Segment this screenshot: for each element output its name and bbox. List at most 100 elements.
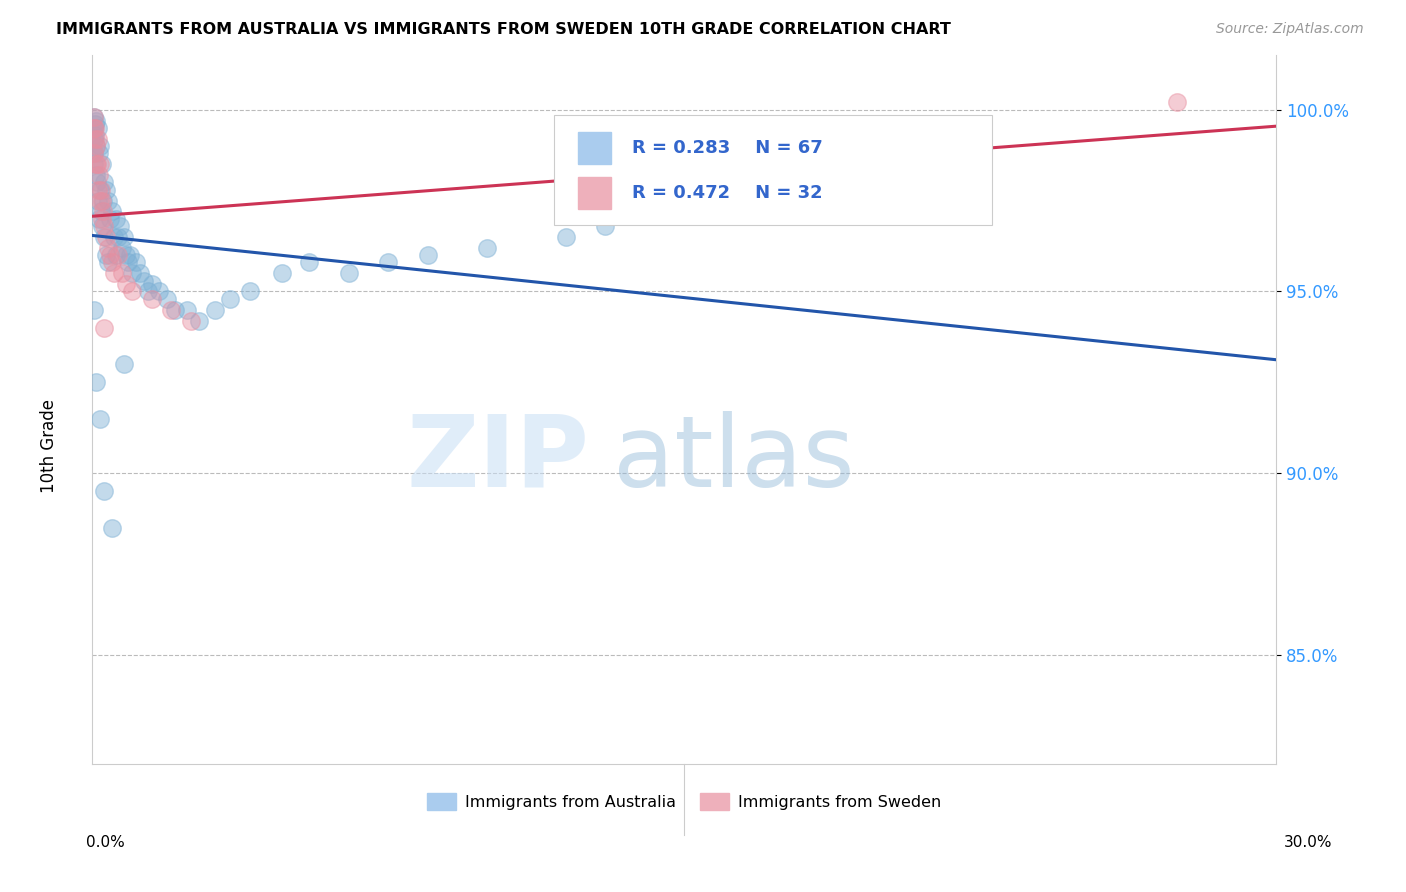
Point [93,321,115,335]
Point [89,139,111,153]
Point [107,248,129,262]
Point [97,241,120,255]
Text: 30.0%: 30.0% [1284,836,1331,850]
Point [176,302,198,317]
Point [93,230,115,244]
Point [90,183,112,197]
Point [93,175,115,189]
Point [87,183,110,197]
Point [94,230,117,244]
Text: 10th Grade: 10th Grade [41,399,58,493]
Point [93,204,115,219]
Point [111,266,134,280]
Text: ZIP: ZIP [406,411,589,508]
Point [148,285,170,299]
Point [141,292,163,306]
Point [121,266,143,280]
Point [554,230,576,244]
Point [165,302,187,317]
Point [83,302,105,317]
Point [132,274,155,288]
Point [105,211,128,226]
Point [118,248,141,262]
Point [89,183,111,197]
Point [108,219,131,233]
Point [107,230,129,244]
Point [87,120,110,135]
Point [83,146,105,161]
Point [83,146,105,161]
Point [83,120,105,135]
Point [239,285,262,299]
Point [136,285,159,299]
Point [101,204,124,219]
Point [84,132,107,146]
Text: R = 0.472    N = 32: R = 0.472 N = 32 [633,185,823,202]
Point [93,194,115,208]
Point [595,219,617,233]
Point [84,113,107,128]
Point [83,120,105,135]
Point [89,168,111,182]
Point [89,157,111,171]
Point [115,277,138,292]
Point [298,255,321,269]
Point [117,255,139,269]
Point [84,128,107,142]
Point [83,110,105,124]
Point [101,521,124,535]
Point [89,411,111,425]
FancyBboxPatch shape [578,132,610,163]
Point [89,194,111,208]
FancyBboxPatch shape [554,115,993,226]
Point [219,292,242,306]
Legend: Immigrants from Australia, Immigrants from Sweden: Immigrants from Australia, Immigrants fr… [420,787,948,816]
Point [93,484,115,499]
Point [98,211,121,226]
Point [125,255,148,269]
Point [112,357,135,371]
Text: R = 0.283    N = 67: R = 0.283 N = 67 [633,139,823,157]
Point [91,157,114,171]
Point [91,219,114,233]
Point [475,241,498,255]
Text: 0.0%: 0.0% [86,836,125,850]
Point [103,230,125,244]
Point [105,248,128,262]
Point [84,168,107,182]
Point [91,194,114,208]
Point [90,204,112,219]
Point [377,255,399,269]
Point [156,292,179,306]
Point [141,277,163,292]
Point [84,157,107,171]
Point [112,230,135,244]
Point [89,146,111,161]
Point [89,211,111,226]
Point [93,219,115,233]
Point [87,132,110,146]
Point [84,117,107,131]
Point [83,157,105,171]
Text: atlas: atlas [613,411,855,508]
Point [94,183,117,197]
Point [94,248,117,262]
Point [160,302,183,317]
Point [270,266,292,280]
Point [115,248,138,262]
Point [86,157,108,171]
Point [187,313,209,327]
Point [97,194,120,208]
Point [86,175,108,189]
Point [111,241,134,255]
Point [84,139,107,153]
Point [98,248,121,262]
Point [83,110,105,124]
Point [416,248,439,262]
Point [83,132,105,146]
Point [103,266,125,280]
Point [84,139,107,153]
Point [1166,95,1188,110]
Point [128,266,150,280]
Point [337,266,360,280]
